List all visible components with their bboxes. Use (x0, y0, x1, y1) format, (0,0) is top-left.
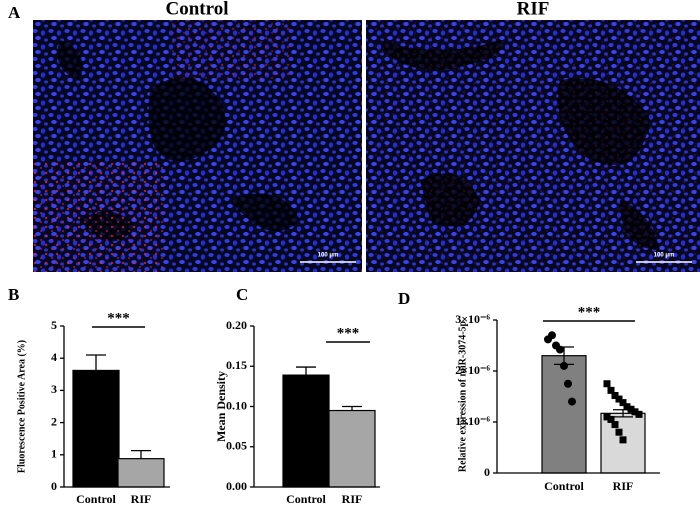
data-point (619, 436, 627, 444)
x-tick-label: Control (544, 479, 584, 493)
bar (328, 409, 376, 488)
chart: D Relative expression of miR-3074-5p 0 1×10… (398, 289, 660, 493)
data-point (564, 379, 572, 388)
chart: C Mean Density 0.00 0.05 0.10 0.15 0.20 Control… (214, 285, 380, 506)
y-tick-label: 0.20 (226, 318, 247, 332)
chart: B Fluorescence Positive Area (%) 0 1 2 3 4 5 Con… (8, 285, 170, 506)
bar (282, 374, 330, 488)
panel-label: A (8, 3, 21, 22)
data-point (615, 428, 623, 436)
panel-label: B (8, 285, 19, 304)
y-axis-label: Fluorescence Positive Area (%) (16, 340, 27, 473)
y-tick-label: 2 (51, 414, 57, 428)
data-point (631, 408, 639, 416)
data-point (548, 331, 556, 340)
lumen (57, 40, 300, 242)
y-tick-label: 2×10⁻⁶ (455, 363, 490, 377)
x-tick-label: RIF (131, 492, 152, 506)
y-tick-label: 0.10 (226, 398, 247, 412)
y-tick-label: 0 (484, 465, 490, 479)
scale-bar-label: 100 μm (654, 253, 675, 259)
y-tick-label: 1 (51, 447, 57, 461)
y-axis-label: Relative expression of miR-3074-5p (457, 320, 468, 472)
data-point (568, 397, 576, 406)
bar (541, 355, 587, 474)
data-point (635, 410, 643, 418)
y-tick-label: 3×10⁻⁶ (455, 312, 490, 326)
bar (72, 369, 120, 488)
y-tick-label: 5 (51, 318, 57, 332)
x-tick-label: Control (286, 492, 326, 506)
micrograph: 100 μm (33, 20, 362, 272)
data-point (611, 421, 619, 429)
y-tick-label: 4 (51, 350, 57, 364)
data-point (603, 380, 611, 388)
y-tick-label: 0 (51, 479, 57, 493)
data-point (603, 413, 611, 421)
data-point (623, 403, 631, 411)
significance-label: *** (578, 304, 601, 320)
scale-bar-label: 100 μm (318, 253, 339, 259)
red-signal (366, 20, 700, 272)
y-tick-label: 0.00 (226, 479, 247, 493)
data-point (556, 345, 564, 354)
y-tick-label: 0.05 (226, 439, 247, 453)
image-title: Control (166, 0, 229, 19)
y-tick-label: 0.15 (226, 358, 247, 372)
data-point (607, 386, 615, 394)
red-signal (170, 20, 290, 80)
image-title: RIF (517, 0, 550, 19)
data-point (560, 361, 568, 370)
panel-label: D (398, 289, 410, 308)
micrograph: 100 μm (366, 20, 700, 272)
red-signal (33, 160, 163, 272)
y-axis-label: Mean Density (214, 371, 228, 442)
y-tick-label: 1×10⁻⁶ (455, 414, 490, 428)
data-point (615, 395, 623, 403)
data-point (607, 415, 615, 423)
x-tick-label: RIF (613, 479, 634, 493)
panel-label: C (236, 285, 248, 304)
significance-label: *** (337, 325, 360, 341)
y-tick-label: 3 (51, 382, 57, 396)
data-point (627, 405, 635, 413)
data-point (611, 391, 619, 399)
x-tick-label: Control (76, 492, 116, 506)
bar (117, 458, 165, 488)
data-point (619, 399, 627, 407)
x-tick-label: RIF (342, 492, 363, 506)
significance-label: *** (107, 310, 130, 326)
